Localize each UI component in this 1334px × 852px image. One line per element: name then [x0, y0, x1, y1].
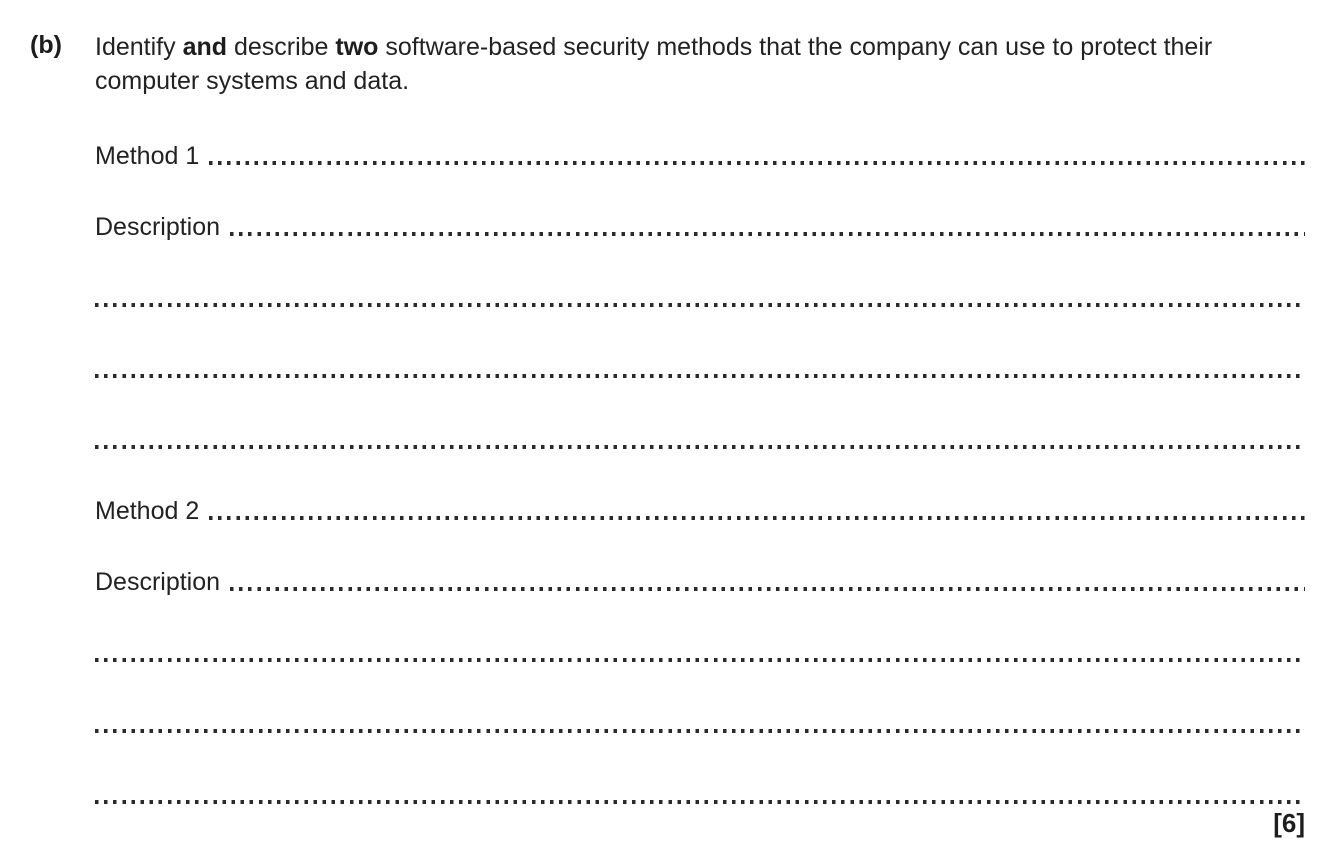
dotted-answer-line [209, 161, 1305, 165]
question-part-label: (b) [30, 31, 62, 59]
question-text-bold-and: and [182, 33, 228, 61]
answer-line-blank [95, 356, 1305, 382]
answer-line-description-1: Description [95, 214, 1305, 240]
question-text-segment: describe [227, 33, 336, 61]
marks-label: [6] [1273, 808, 1305, 838]
answer-line-blank [95, 782, 1305, 808]
method-2-label: Method 2 [95, 497, 200, 525]
question-text: Identify and describe two software-based… [95, 30, 1265, 98]
answer-line-description-2: Description [95, 569, 1305, 595]
marks-row: [6] [95, 809, 1305, 837]
dotted-answer-line [95, 800, 1305, 804]
question-text-bold-two: two [335, 33, 379, 61]
description-1-label: Description [95, 213, 221, 241]
dotted-answer-line [95, 303, 1305, 307]
answer-line-method-2: Method 2 [95, 498, 1305, 524]
answer-line-method-1: Method 1 [95, 143, 1305, 169]
dotted-answer-line [230, 232, 1305, 236]
answer-line-blank [95, 640, 1305, 666]
dotted-answer-line [95, 658, 1305, 662]
dotted-answer-line [230, 587, 1305, 591]
answer-line-blank [95, 711, 1305, 737]
dotted-answer-line [95, 374, 1305, 378]
question-text-segment: Identify [95, 33, 183, 61]
answer-line-blank [95, 427, 1305, 453]
dotted-answer-line [95, 445, 1305, 449]
description-2-label: Description [95, 568, 221, 596]
question-text-segment: software-based security methods that the… [95, 33, 1213, 95]
dotted-answer-line [209, 516, 1305, 520]
method-1-label: Method 1 [95, 142, 200, 170]
answer-line-blank [95, 285, 1305, 311]
dotted-answer-line [95, 729, 1305, 733]
